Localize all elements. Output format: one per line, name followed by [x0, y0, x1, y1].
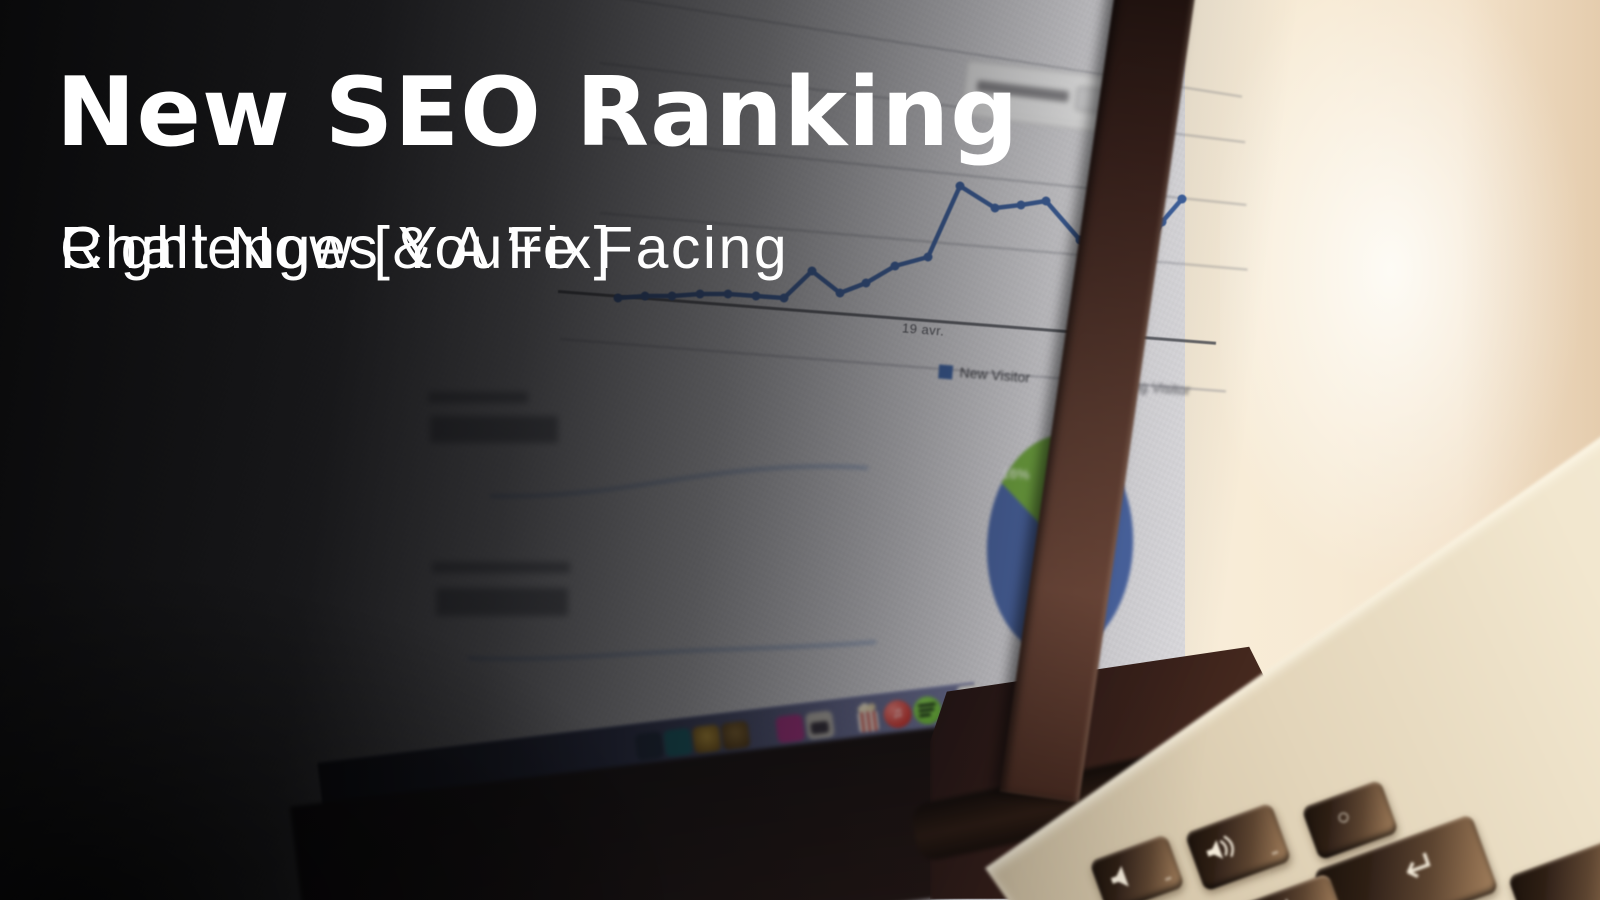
app-teal-icon[interactable] — [662, 727, 694, 758]
metric-sparkline — [468, 640, 877, 661]
app-brown-icon[interactable] — [720, 720, 751, 751]
speaker-waves-icon — [1206, 835, 1234, 859]
spotify-arc — [918, 707, 935, 713]
page-title: New SEO Ranking — [56, 58, 1020, 168]
popcorn-box — [857, 710, 880, 733]
subtitle-line-1: Challenges You’re Facing — [60, 215, 790, 281]
app-magenta-icon[interactable] — [775, 713, 806, 744]
new-visitor-swatch — [938, 364, 954, 380]
line-chart-point — [955, 181, 965, 191]
line-chart-point — [990, 203, 1000, 213]
line-chart-point — [1177, 194, 1187, 204]
app-dark-icon[interactable] — [634, 731, 665, 762]
line-chart-point — [861, 278, 871, 288]
line-chart-point — [807, 266, 817, 276]
eject-glyph: ○ — [1332, 802, 1354, 831]
plus-glyph: + — [1276, 889, 1301, 900]
metric-value-blur — [436, 588, 568, 616]
line-chart-point — [779, 293, 789, 303]
popcorn-time-icon[interactable] — [854, 701, 881, 734]
line-chart-point — [751, 291, 761, 301]
fkey-label: ▪▪ — [1163, 872, 1173, 885]
metric-label-blur — [428, 392, 528, 403]
line-chart-point — [1041, 196, 1051, 206]
line-chart-point — [1016, 200, 1026, 210]
line-chart-point — [835, 288, 845, 298]
app-gold-icon[interactable] — [691, 723, 722, 755]
return-glyph: ↵ — [1397, 840, 1445, 894]
music-note-glyph: ♫ — [891, 703, 904, 721]
spotify-arc — [918, 713, 932, 718]
icon-detail — [810, 720, 830, 735]
metric-label-blur — [432, 562, 570, 573]
line-chart-point — [723, 289, 733, 299]
itunes-icon[interactable]: ♫ — [882, 698, 914, 730]
line-chart-point — [667, 291, 677, 301]
app-photos-icon[interactable] — [804, 710, 835, 741]
pie-label-returning: 16% — [1001, 465, 1030, 482]
line-chart-point — [695, 289, 705, 299]
line-chart-point — [923, 252, 933, 262]
line-chart-point — [890, 261, 900, 271]
metric-sparkline — [490, 464, 869, 498]
fkey-label: ▪▪ — [1270, 846, 1280, 859]
line-chart-point — [640, 291, 650, 301]
speaker-icon — [1110, 865, 1129, 887]
line-chart-point — [613, 293, 623, 303]
metric-value-blur — [430, 416, 558, 443]
new-visitor-label: New Visitor — [959, 364, 1031, 386]
subtitle-line-2: Right Now [& A Fix] — [60, 215, 613, 281]
